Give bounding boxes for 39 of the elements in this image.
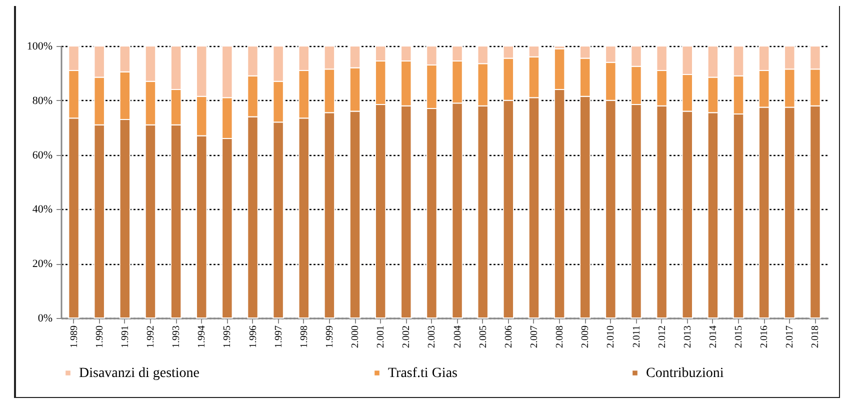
x-tick-label: 2.001 [376, 326, 387, 348]
x-tick-label: 1.997 [273, 326, 284, 348]
x-tick-label: 2.017 [784, 326, 796, 348]
x-tick-label: 1.989 [68, 326, 80, 348]
y-tick-label: 40% [32, 204, 52, 216]
x-tick-label: 2.009 [580, 326, 592, 348]
y-tick-label: 0% [38, 312, 52, 324]
legend-label: Disavanzi di gestione [79, 366, 200, 381]
y-tick-label: 20% [32, 258, 52, 270]
legend-label: Trasf.ti Gias [388, 366, 458, 381]
x-tick-label: 2.015 [734, 326, 745, 348]
x-tick-label: 1.999 [324, 326, 336, 348]
x-tick-label: 2.006 [503, 326, 514, 348]
x-tick-label: 2.007 [528, 326, 540, 348]
x-tick-label: 2.003 [426, 326, 438, 348]
y-tick-label: 80% [32, 94, 52, 107]
x-tick-label: 1.998 [298, 326, 310, 348]
y-tick-label: 100% [26, 40, 52, 52]
x-tick-label: 2.012 [656, 326, 668, 348]
x-tick-label: 1.996 [248, 326, 259, 348]
x-tick-label: 2.013 [682, 326, 694, 348]
legend-label: Contribuzioni [646, 366, 724, 381]
x-tick-label: 1.994 [196, 326, 208, 348]
x-tick-label: 2.011 [631, 326, 642, 348]
x-tick-label: 1.992 [145, 326, 156, 348]
x-tick-label: 1.995 [222, 326, 234, 348]
x-tick-label: 2.002 [401, 326, 412, 348]
x-tick-label: 2.005 [478, 326, 489, 348]
x-tick-label: 2.000 [350, 326, 362, 348]
x-tick-label: 1.990 [94, 326, 106, 348]
x-tick-label: 2.004 [452, 326, 464, 348]
x-tick-label: 2.018 [810, 326, 822, 348]
x-tick-label: 2.014 [708, 326, 719, 348]
x-tick-label: 1.991 [120, 326, 131, 348]
x-tick-label: 1.993 [171, 326, 182, 348]
x-tick-label: 2.010 [606, 326, 617, 348]
x-tick-label: 2.016 [759, 326, 770, 348]
x-tick-label: 2.008 [554, 326, 566, 348]
y-tick-label: 60% [32, 149, 52, 162]
